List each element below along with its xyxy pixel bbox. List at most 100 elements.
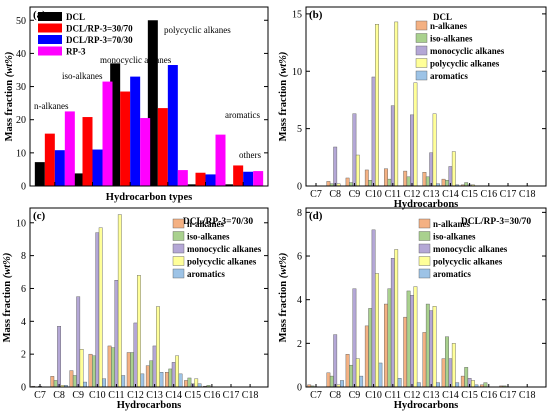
legend-label: aromatics [433,269,471,279]
y-tick-label: 6 [297,252,302,263]
bar [185,184,196,186]
legend-swatch [415,58,428,68]
x-axis-label: Hydrocarbons [117,400,182,411]
legend-swatch [415,33,428,43]
bar [368,180,373,187]
legend-label: monocyclic alkanes [187,244,262,254]
bar [130,76,141,186]
bar [406,176,411,187]
bar [429,152,434,187]
bar [194,378,199,388]
bar [54,150,65,186]
y-tick-label: 8 [21,251,26,262]
x-tick-label: C10 [89,390,106,401]
legend-swatch [415,20,428,31]
bar [50,376,55,388]
bar [384,168,388,187]
y-tick-label: 0 [21,182,26,193]
x-tick-label: C13 [146,390,163,401]
legend-label: DCL/RP-3=30/70 [66,24,133,34]
x-axis-label: Hydrocarbons [394,199,459,210]
legend-swatch [418,256,431,266]
x-tick-label: C12 [127,390,144,401]
bar [156,306,160,388]
x-tick-label: C11 [385,189,401,200]
legend-swatch [172,243,185,254]
x-tick-label: C11 [385,390,401,401]
bar [394,21,399,187]
bar [451,151,456,187]
x-tick-label: C9 [349,390,361,401]
bar [483,382,488,388]
x-tick-label: C14 [165,390,182,401]
y-tick-label: 0 [21,383,26,394]
bar [184,380,188,388]
bar [91,355,96,388]
x-tick-label: C12 [404,189,421,200]
bar [121,375,126,388]
bar [352,113,357,187]
bar [82,117,93,186]
y-tick-label: 15 [292,9,302,20]
panel-title: DCL/RP-3=30/70 [461,217,532,227]
category-annotation: iso-alkanes [62,71,103,81]
panel-label: (b) [309,9,323,21]
bar [326,181,331,187]
y-tick-label: 0 [297,383,302,394]
bar [368,308,373,388]
y-axis-label: Mass fraction (wt%) [2,253,13,343]
y-tick-label: 6 [21,284,26,295]
bar [364,325,369,388]
bar [152,345,157,388]
bar [147,20,158,187]
bar [136,275,141,388]
panel-c: 0 2 4 6 8 10 C7 C8 C9 C10 C11 C12 C13 C14 C15 C16 C17 C18… [2,207,269,411]
bar [177,170,188,186]
bar [168,368,173,388]
bar [145,365,150,388]
x-tick-label: C16 [480,390,497,401]
y-tick-label: 20 [16,115,26,126]
bar [130,352,134,388]
bar [95,232,100,388]
x-tick-label: C14 [442,189,459,200]
legend-title: DCL [433,12,452,22]
y-tick-label: 30 [16,82,26,93]
legend-label: monocyclic alkanes [430,46,505,56]
bar [425,176,430,187]
x-tick-label: C13 [423,390,440,401]
y-tick-label: 2 [21,350,26,361]
legend-swatch [415,70,428,81]
legend-swatch [38,23,62,33]
x-tick-label: C7 [310,390,322,401]
bar [403,170,408,187]
bar [98,227,103,388]
legend-label: aromatics [430,71,468,81]
y-tick-label: 10 [16,218,26,229]
x-tick-label: C9 [72,390,84,401]
y-tick-label: 4 [297,295,302,306]
bar [403,316,408,388]
x-tick-label: C16 [204,390,221,401]
x-tick-label: C17 [223,390,240,401]
x-tick-label: C18 [519,189,536,200]
legend-label: n-alkanes [433,219,471,229]
x-tick-label: C18 [519,390,536,401]
y-tick-label: 5 [297,124,302,135]
bar [195,172,206,186]
bar [215,134,226,186]
bar [110,63,121,186]
bar [159,372,164,388]
bar [345,354,350,388]
bar [448,358,453,388]
bar [387,178,392,187]
bar [345,177,350,187]
legend-label: RP-3 [66,47,86,57]
bar [102,378,107,388]
legend-swatch [418,231,431,241]
bar [384,303,388,388]
legend-label: iso-alkanes [430,34,473,44]
x-axis-label: Hydrocarbons [394,400,459,411]
y-axis-label: Mass fraction (wt%) [278,253,289,343]
